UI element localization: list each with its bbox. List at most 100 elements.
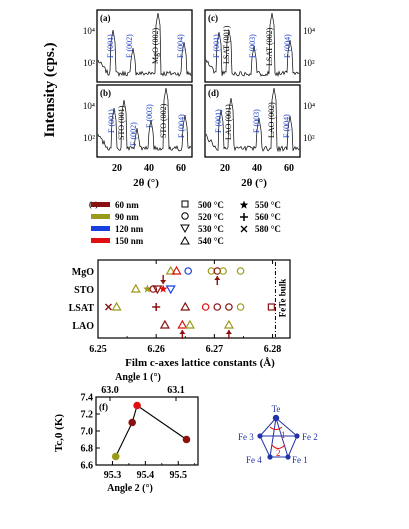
- angle2-tick: 95.5: [170, 470, 188, 481]
- panel-letter-c: (c): [208, 13, 218, 23]
- legend-label: 90 nm: [115, 212, 139, 222]
- substrate-label-lao: LAO: [72, 321, 94, 332]
- angle2-axis-label: Angle 2 (°): [107, 483, 153, 494]
- tc-series-line: [115, 404, 187, 457]
- x-tick-left-20: 20: [112, 163, 122, 174]
- x-tick-right-20: 20: [220, 163, 230, 174]
- peak-label: STO (002): [159, 103, 168, 138]
- data-point-star-marker: [158, 284, 168, 293]
- data-point-triangle-up-marker: [111, 301, 122, 311]
- peak-label: F (002): [129, 122, 138, 146]
- x-tick-right-40: 40: [252, 163, 262, 174]
- peak-label: LSAT (002): [265, 27, 274, 66]
- x-tick-left-60: 60: [176, 163, 186, 174]
- y-tick-d-1e4: 10⁴: [303, 101, 315, 111]
- angle1-arc: [269, 426, 283, 430]
- panel-b-frame: [96, 84, 193, 158]
- legend-label: 150 nm: [115, 236, 144, 246]
- peak-label: F (004): [282, 114, 291, 138]
- data-point-circle-marker: [236, 303, 245, 311]
- substrate-label-lsat: LSAT: [69, 303, 95, 314]
- inset-label-te: Te: [272, 404, 281, 414]
- angle1-tick: 63.0: [101, 385, 119, 396]
- tc-data-point: [182, 435, 191, 444]
- data-point-circle-marker: [201, 303, 210, 311]
- substrate-label-sto: STO: [74, 285, 94, 296]
- inset-label-fe2: Fe 2: [302, 432, 318, 442]
- y-tick-a-1e2: 10²: [83, 58, 95, 68]
- tc-data-point: [128, 418, 136, 427]
- peak-label: STO (001): [117, 105, 126, 140]
- triangle-down-marker-icon: [180, 224, 190, 234]
- x-tick-label: 6.27: [206, 344, 224, 355]
- panel-e-frame: [97, 259, 291, 339]
- angle2-arc: [271, 444, 286, 449]
- plus-marker-icon: [240, 213, 248, 221]
- data-point-triangle-up-marker: [180, 301, 191, 311]
- legend-swatch-150nm: [91, 238, 110, 243]
- bond-te-fe2: [275, 417, 298, 437]
- legend-swatch-120nm: [91, 226, 110, 231]
- two-theta-xlabel-left: 2θ (°): [133, 177, 159, 189]
- highlight-arrow-head: [214, 276, 221, 280]
- data-point-square-marker: [267, 303, 275, 311]
- panel-e-points: [104, 265, 275, 339]
- panel-letter-f: (f): [99, 402, 108, 412]
- fete-bulk-label: FeTe bulk: [277, 279, 287, 317]
- fe1-atom: [285, 454, 291, 460]
- data-point-triangle-up-marker: [171, 265, 182, 275]
- y-tick-c-1e4: 10⁴: [303, 26, 315, 36]
- panel-d-frame: [204, 84, 301, 158]
- inset-label-fe1: Fe 1: [292, 455, 308, 465]
- panel-letter-d: (d): [208, 88, 219, 98]
- tc-y-tick: 7.0: [81, 427, 94, 438]
- xrd-spectrum-d: [205, 87, 300, 153]
- angle1-tick: 63.1: [167, 385, 185, 396]
- inset-label-fe4: Fe 4: [246, 455, 262, 465]
- bond-te-fe4: [269, 417, 277, 458]
- peak-label: F (001): [212, 34, 221, 58]
- tc-y-tick: 6.8: [81, 444, 94, 455]
- legend-label: 550 °C: [255, 200, 281, 210]
- peak-label: F (001): [214, 109, 223, 133]
- inset-label-fe3: Fe 3: [238, 432, 254, 442]
- panel-e: (e) 60 nm 90 nm 120 nm 150 nm 500 °C 520…: [69, 200, 291, 369]
- panel-e-ticks: [97, 260, 274, 338]
- bond-te-fe3: [259, 417, 277, 437]
- fe3-atom: [257, 433, 263, 439]
- tc-data-point: [111, 452, 120, 461]
- data-point-triangle-up-marker: [177, 319, 188, 329]
- fe2-atom: [294, 433, 300, 439]
- legend-swatch-90nm: [91, 214, 110, 219]
- peak-label: LAO (002): [267, 102, 276, 138]
- peak-label: F (001): [107, 109, 116, 133]
- data-point-triangle-up-marker: [159, 319, 170, 329]
- te-atom: [272, 414, 280, 422]
- peak-label: F (002): [125, 34, 134, 58]
- panel-e-xlabel: Film c-axes lattice constants (Å): [125, 357, 275, 369]
- legend-label: 560 °C: [255, 212, 281, 222]
- data-point-triangle-up-marker: [184, 319, 195, 329]
- legend-label: 530 °C: [198, 224, 224, 234]
- triangle-up-marker-icon: [180, 235, 190, 245]
- xrd-panels: Intensity (cps.) (a) (c) (b) (d) 10⁴ 10²…: [42, 9, 315, 189]
- x-tick-label: 6.28: [264, 344, 282, 355]
- data-point-circle-marker: [219, 267, 227, 275]
- fete-tetrahedron-inset: Te Fe 3 Fe 2 Fe 4 Fe 1 1 2: [238, 404, 318, 465]
- substrate-label-mgo: MgO: [72, 267, 94, 278]
- data-point-circle-marker: [236, 267, 245, 275]
- peak-label: MgO (002): [151, 27, 160, 64]
- tc-data-point: [133, 401, 141, 410]
- inset-angle-2: 2: [276, 448, 281, 458]
- peak-label: F (003): [252, 109, 261, 133]
- peak-label: LAO (001): [224, 104, 233, 140]
- square-marker-icon: [181, 200, 189, 208]
- tc-ylabel: Tc,0 (K): [53, 414, 65, 452]
- xrd-spectrum-b: [97, 87, 192, 152]
- peak-label: LSAT (001): [222, 25, 231, 64]
- inset-angle-1: 1: [281, 430, 286, 440]
- data-point-plus-marker: [152, 303, 161, 311]
- panel-a-frame: [96, 9, 193, 83]
- peak-label: F (004): [176, 34, 185, 58]
